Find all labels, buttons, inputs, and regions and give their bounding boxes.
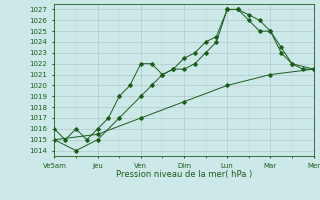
X-axis label: Pression niveau de la mer( hPa ): Pression niveau de la mer( hPa ) [116,170,252,179]
